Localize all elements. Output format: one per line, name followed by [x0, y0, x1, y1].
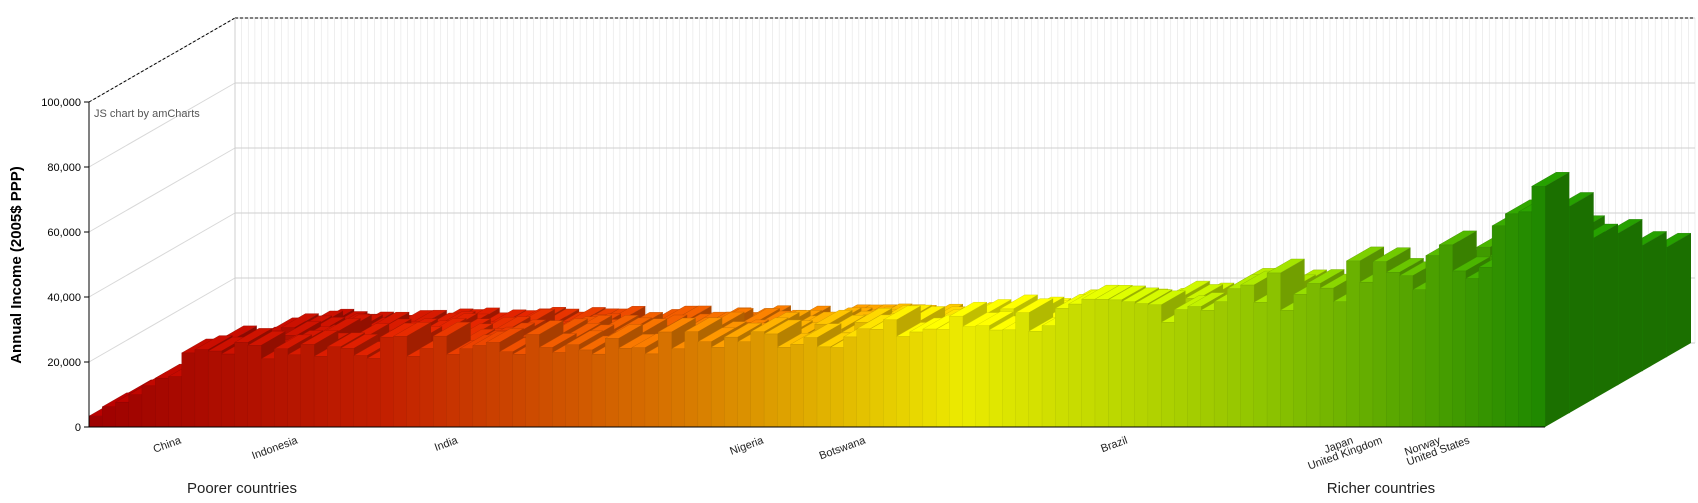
y-axis-title: Annual Income (2005$ PPP)	[8, 166, 25, 364]
y-axis-ticks: 0 20,000 40,000 60,000 80,000 100,000	[41, 97, 89, 434]
group-label-richer: Richer countries	[1327, 480, 1435, 497]
chart-columns	[88, 172, 1692, 428]
x-category-label: Brazil	[1099, 435, 1129, 456]
x-category-label: Indonesia	[250, 434, 300, 462]
grid-line-depth	[88, 147, 236, 233]
y-tick-label: 60,000	[47, 227, 81, 239]
top-edge-depth	[88, 17, 236, 103]
x-category-label: India	[433, 434, 460, 454]
y-tick-label: 0	[75, 422, 81, 434]
x-category-label: China	[152, 434, 184, 455]
y-tick-label: 80,000	[47, 162, 81, 174]
grid-line-depth	[88, 82, 236, 168]
x-axis-category-labels: China Indonesia India Nigeria Botswana Brazil…	[152, 434, 1472, 472]
grid-line-depth	[88, 212, 236, 298]
y-tick-label: 40,000	[47, 292, 81, 304]
x-category-label: Nigeria	[728, 434, 766, 457]
grid-line-depth	[88, 277, 236, 363]
y-tick-label: 20,000	[47, 357, 81, 369]
chart-column	[1531, 172, 1571, 428]
y-tick-label: 100,000	[41, 97, 81, 109]
x-category-label: Botswana	[818, 434, 868, 462]
chart-credit[interactable]: JS chart by amCharts	[94, 108, 200, 120]
group-label-poorer: Poorer countries	[187, 480, 297, 497]
chart-axes	[88, 102, 1545, 428]
